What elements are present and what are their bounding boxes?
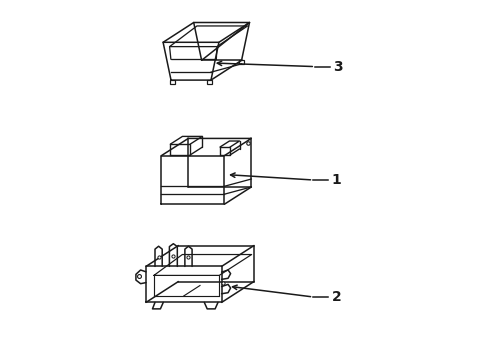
Text: 1: 1 [331, 173, 341, 187]
Bar [207, 80, 212, 84]
Bar [171, 80, 174, 84]
Text: 3: 3 [333, 60, 343, 73]
Text: 2: 2 [331, 290, 341, 304]
Bar [240, 60, 244, 64]
